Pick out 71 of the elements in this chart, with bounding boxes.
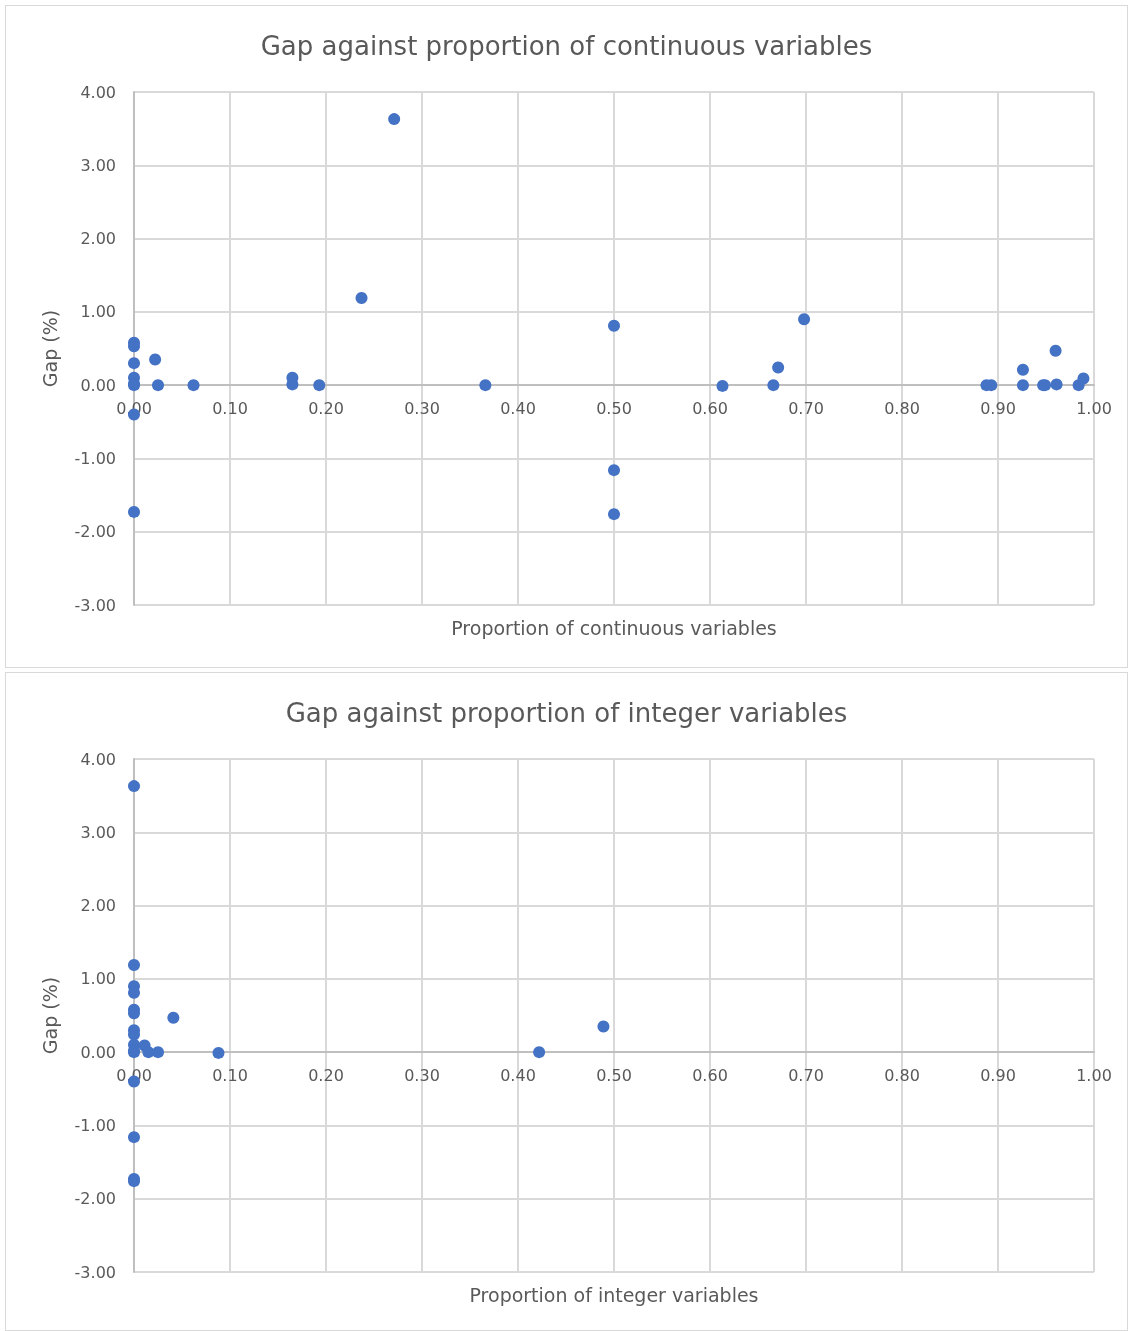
y-tick-label: -2.00 <box>74 522 116 542</box>
x-tick-label: 0.10 <box>212 1065 248 1085</box>
x-tick-label: 0.60 <box>692 1065 728 1085</box>
x-axis-title: Proportion of continuous variables <box>451 616 777 639</box>
point <box>187 379 200 392</box>
y-tick-label: 2.00 <box>80 229 116 249</box>
x-tick-label: 0.90 <box>980 1065 1016 1085</box>
y-tick-label: 1.00 <box>80 302 116 322</box>
point <box>152 379 164 392</box>
y-tick-label: 4.00 <box>80 749 116 769</box>
y-tick-label: -1.00 <box>74 1115 116 1135</box>
point <box>479 379 492 392</box>
point <box>128 505 140 518</box>
point <box>128 357 140 370</box>
point <box>1077 372 1090 385</box>
y-axis-title: Gap (%) <box>38 309 61 388</box>
x-tick-label: 0.30 <box>404 398 440 418</box>
y-tick-label: 1.00 <box>80 969 116 989</box>
y-tick-label: 2.00 <box>80 896 116 916</box>
y-tick-label: 4.00 <box>80 82 116 102</box>
point <box>716 379 729 392</box>
point <box>388 113 401 126</box>
point <box>597 1020 610 1033</box>
point <box>313 379 326 392</box>
y-tick-label: -2.00 <box>74 1189 116 1209</box>
chart-title: Gap against proportion of integer variables <box>285 698 848 728</box>
point <box>1016 379 1029 392</box>
x-tick-label: 0.70 <box>788 1065 824 1085</box>
point <box>767 379 780 392</box>
x-tick-label: 0.70 <box>788 398 824 418</box>
point <box>608 464 620 477</box>
x-tick-label: 0.10 <box>212 398 248 418</box>
x-tick-label: 1.00 <box>1076 1065 1112 1085</box>
x-tick-label: 0.20 <box>308 398 344 418</box>
x-tick-label: 0.80 <box>884 1065 920 1085</box>
point <box>128 780 140 793</box>
point <box>1016 363 1029 376</box>
point <box>128 1131 140 1144</box>
point <box>608 319 620 332</box>
x-tick-label: 1.00 <box>1076 398 1112 418</box>
point <box>152 1046 164 1059</box>
y-tick-label: -3.00 <box>74 595 116 615</box>
x-tick-label: 0.60 <box>692 398 728 418</box>
x-tick-label: 0.90 <box>980 398 1016 418</box>
point <box>1050 378 1063 391</box>
y-tick-label: -1.00 <box>74 448 116 468</box>
x-axis-title: Proportion of integer variables <box>469 1283 759 1306</box>
y-tick-label: 3.00 <box>80 822 116 842</box>
y-tick-label: 0.00 <box>80 375 116 395</box>
point <box>212 1046 225 1059</box>
x-tick-label: 0.50 <box>596 398 632 418</box>
point <box>149 353 162 366</box>
y-axis-title: Gap (%) <box>38 976 61 1055</box>
y-tick-label: -3.00 <box>74 1262 116 1282</box>
point <box>772 361 785 374</box>
point <box>608 508 620 521</box>
x-tick-label: 0.40 <box>500 1065 536 1085</box>
y-tick-label: 0.00 <box>80 1042 116 1062</box>
x-tick-label: 0.20 <box>308 1065 344 1085</box>
point <box>798 313 811 326</box>
point <box>167 1011 180 1024</box>
point <box>1049 344 1062 357</box>
x-tick-label: 0.30 <box>404 1065 440 1085</box>
x-tick-label: 0.50 <box>596 1065 632 1085</box>
point <box>533 1046 546 1059</box>
x-tick-label: 0.40 <box>500 398 536 418</box>
chart-title: Gap against proportion of continuous variables <box>260 31 873 61</box>
y-tick-label: 3.00 <box>80 155 116 175</box>
point <box>128 958 140 971</box>
x-tick-label: 0.80 <box>884 398 920 418</box>
point <box>355 291 368 304</box>
